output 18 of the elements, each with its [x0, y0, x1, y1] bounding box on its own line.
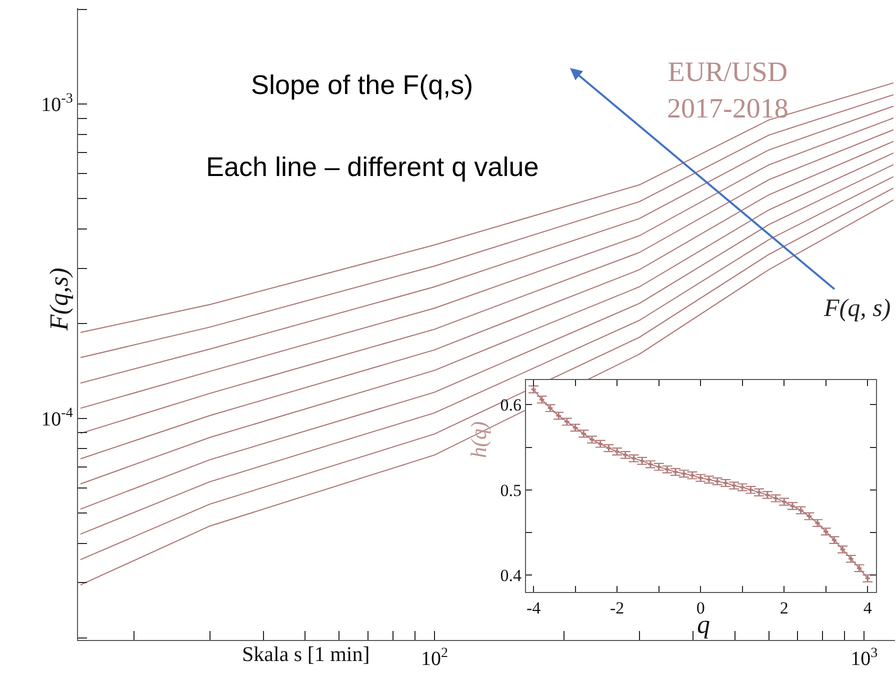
y-tick-label: 10$^{-3}$: [41, 92, 73, 116]
annotation: F(q, s): [823, 295, 891, 322]
y-tick-label: 10$^{-4}$: [41, 406, 73, 430]
annotation: EUR/USD 2017-2018: [667, 57, 788, 124]
x-tick-label: 10$^{3}$: [850, 646, 878, 670]
y-tick-label: 0.5: [500, 480, 522, 500]
annotation: Each line – different q value: [206, 152, 539, 182]
x-tick-label: 2: [780, 598, 788, 618]
x-axis-title: Skala s [1 min]: [242, 642, 370, 666]
x-tick-label: -4: [526, 598, 542, 618]
x-tick-label: -2: [610, 598, 624, 618]
x-tick-label: 4: [863, 598, 872, 618]
annotation: Slope of the F(q,s): [251, 70, 474, 100]
y-axis-title: F(q,s): [44, 268, 74, 332]
x-tick-label: 10$^{2}$: [420, 646, 448, 670]
y-tick-label: 0.6: [500, 396, 522, 415]
y-axis-title: h(q): [466, 421, 491, 458]
y-tick-label: 0.4: [500, 566, 522, 585]
